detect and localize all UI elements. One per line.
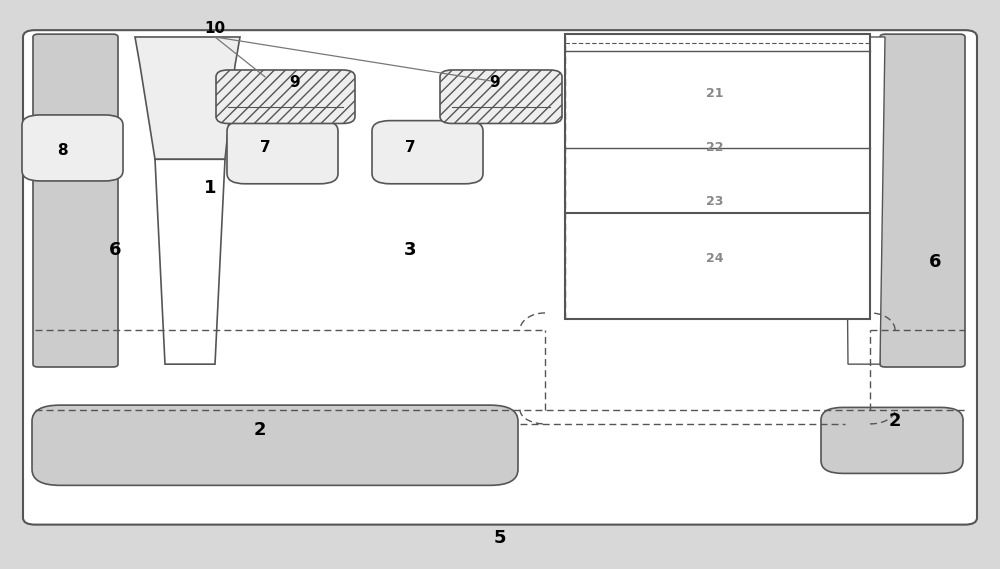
Polygon shape <box>845 37 885 364</box>
Text: 9: 9 <box>290 75 300 90</box>
Polygon shape <box>155 159 225 364</box>
Text: 21: 21 <box>706 88 724 100</box>
Text: 3: 3 <box>404 241 416 259</box>
Text: 10: 10 <box>204 21 226 36</box>
Text: 6: 6 <box>929 253 941 271</box>
Polygon shape <box>135 37 240 159</box>
FancyBboxPatch shape <box>23 30 977 525</box>
Text: 23: 23 <box>706 196 724 208</box>
Text: 7: 7 <box>260 141 270 155</box>
FancyBboxPatch shape <box>821 407 963 473</box>
FancyBboxPatch shape <box>216 70 355 123</box>
Text: 7: 7 <box>405 141 415 155</box>
Text: 22: 22 <box>706 142 724 154</box>
FancyBboxPatch shape <box>440 70 562 123</box>
Text: 9: 9 <box>490 75 500 90</box>
Text: 5: 5 <box>494 529 506 547</box>
FancyBboxPatch shape <box>372 121 483 184</box>
Text: 2: 2 <box>254 420 266 439</box>
FancyBboxPatch shape <box>227 121 338 184</box>
Text: 24: 24 <box>706 253 724 265</box>
FancyBboxPatch shape <box>32 405 518 485</box>
Text: 1: 1 <box>204 179 216 197</box>
Text: 8: 8 <box>57 143 67 158</box>
FancyBboxPatch shape <box>33 34 118 367</box>
Bar <box>565 34 870 319</box>
FancyBboxPatch shape <box>22 115 123 181</box>
FancyBboxPatch shape <box>880 34 965 367</box>
Text: 6: 6 <box>109 241 121 259</box>
Text: 2: 2 <box>889 412 901 430</box>
